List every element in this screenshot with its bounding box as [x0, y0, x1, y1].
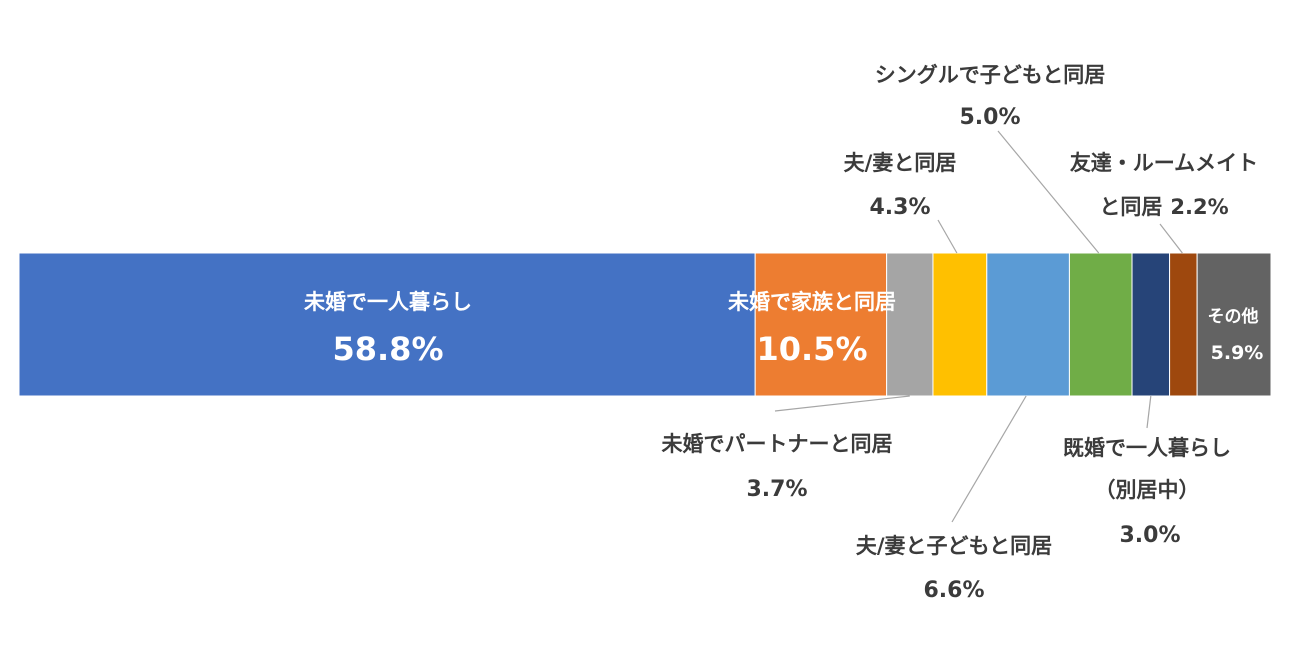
leader-line-4: [951, 395, 1027, 523]
segment-label-4-name: 夫/妻と子どもと同居: [856, 534, 1052, 558]
bar-segment-2: [886, 252, 934, 397]
segment-label-6-name2: （別居中）: [1095, 478, 1200, 502]
segment-label-5-value: 5.0%: [959, 105, 1020, 130]
leader-line-6: [1146, 395, 1152, 429]
leader-line-2: [774, 395, 910, 412]
bar-segment-7: [1169, 252, 1198, 397]
segment-label-7-name: 友達・ルームメイト: [1070, 151, 1258, 175]
leader-line-5: [997, 130, 1100, 254]
segment-label-1-name: 未婚で家族と同居: [728, 290, 896, 314]
bar-segments: [18, 252, 1272, 397]
bar-segment-6: [1131, 252, 1171, 397]
segment-label-3-value: 4.3%: [869, 195, 930, 220]
segment-label-8-value: 5.9%: [1211, 342, 1264, 364]
bar-segment-0: [18, 252, 756, 397]
bar-segment-1: [754, 252, 888, 397]
leader-lines: [774, 130, 1183, 523]
leader-line-3: [937, 219, 958, 254]
bar-segment-5: [1068, 252, 1133, 397]
segment-label-6-name: 既婚で一人暮らし: [1063, 436, 1231, 460]
segment-label-0-name: 未婚で一人暮らし: [304, 290, 472, 314]
leader-line-7: [1159, 223, 1183, 254]
segment-label-2-name: 未婚でパートナーと同居: [662, 432, 893, 456]
segment-label-7-name2: と同居: [1099, 195, 1162, 219]
segment-label-3-name: 夫/妻と同居: [844, 151, 957, 175]
segment-label-7-name2-and-value: と同居 2.2%: [1099, 195, 1228, 219]
bar-segment-3: [932, 252, 988, 397]
segment-label-2-value: 3.7%: [746, 477, 807, 502]
segment-label-7-value: 2.2%: [1170, 195, 1228, 219]
segment-label-1-value: 10.5%: [756, 330, 867, 368]
segment-label-6-value: 3.0%: [1119, 523, 1180, 548]
bar-segment-4: [986, 252, 1070, 397]
segment-label-4-value: 6.6%: [923, 578, 984, 603]
segment-label-5-name: シングルで子どもと同居: [875, 63, 1106, 87]
bar-segment-8: [1196, 252, 1272, 397]
segment-label-0-value: 58.8%: [332, 330, 443, 368]
segment-label-8-name: その他: [1208, 306, 1259, 327]
